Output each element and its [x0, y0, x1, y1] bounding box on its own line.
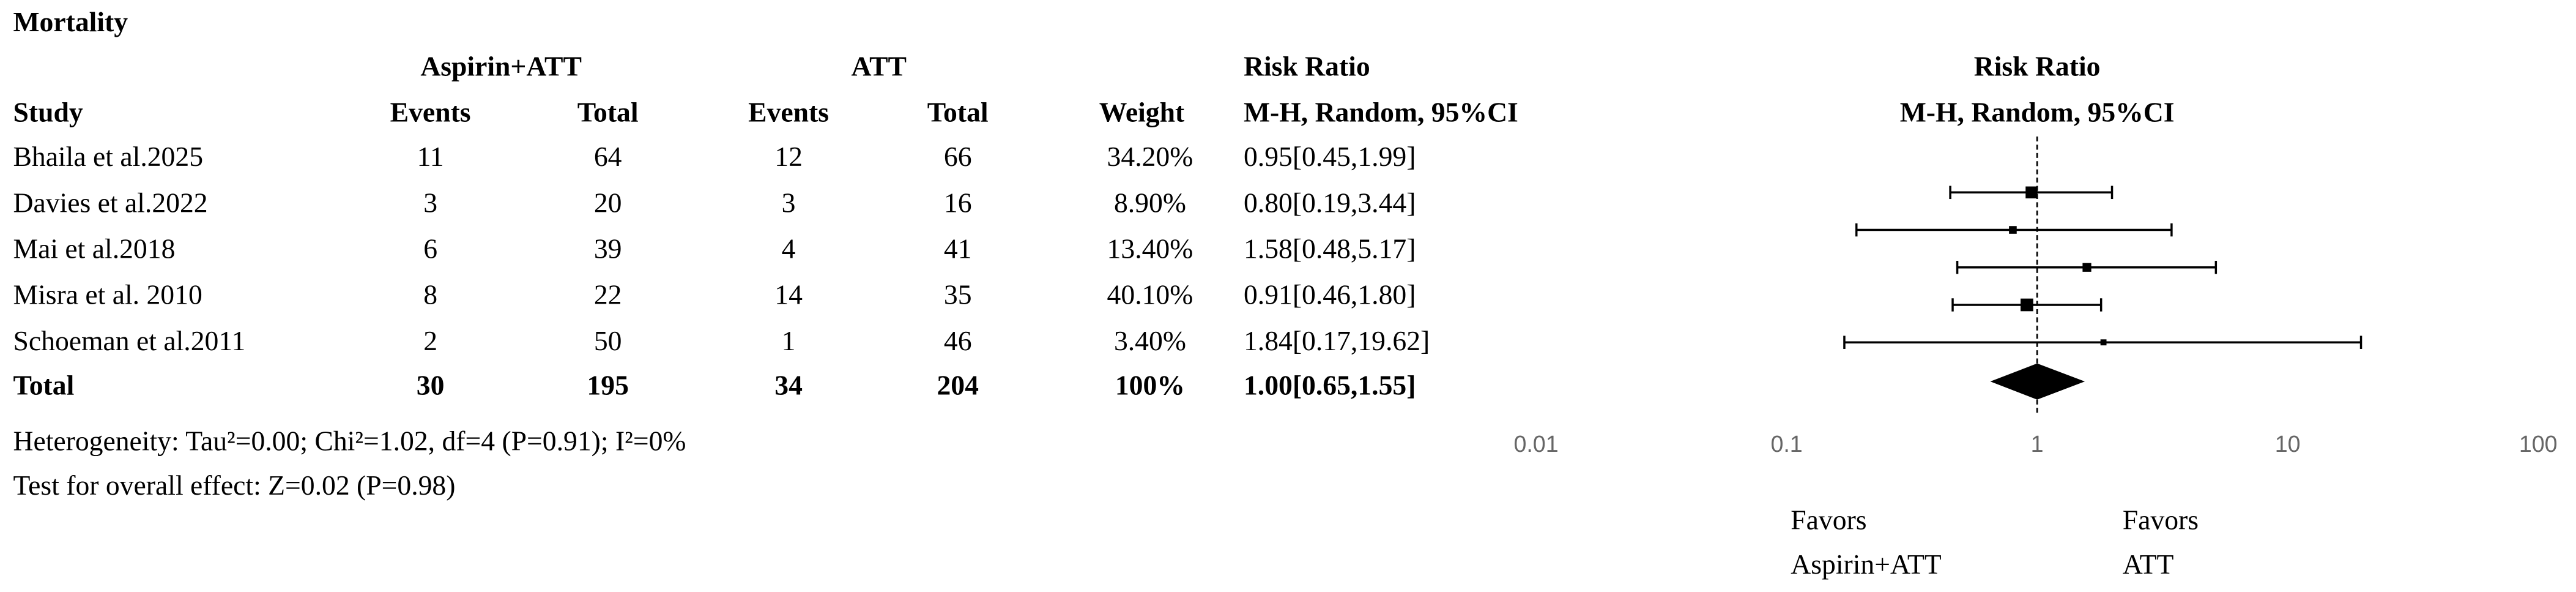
table-cell: 11	[417, 141, 444, 172]
group-header: Risk Ratio	[1974, 50, 2101, 81]
table-cell: Bhaila et al.2025	[13, 141, 203, 172]
summary-diamond	[1990, 363, 2085, 400]
effect-marker	[2082, 263, 2092, 272]
table-cell: 3.40%	[1114, 325, 1186, 356]
table-cell: 34.20%	[1107, 141, 1193, 172]
column-header: M-H, Random, 95%CI	[1900, 97, 2175, 128]
table-cell: 2	[423, 325, 437, 356]
x-tick-label: 100	[2519, 431, 2558, 457]
table-cell: 8.90%	[1114, 187, 1186, 218]
table-cell: 0.80[0.19,3.44]	[1244, 187, 1416, 218]
x-tick-label: 0.1	[1770, 431, 1802, 457]
group-header: ATT	[852, 50, 907, 81]
table-cell: 4	[782, 233, 796, 264]
table-cell: 0.91[0.46,1.80]	[1244, 279, 1416, 310]
column-header: Events	[390, 97, 471, 128]
overall-effect: Test for overall effect: Z=0.02 (P=0.98)	[13, 470, 455, 501]
favors-right: ATT	[2123, 549, 2174, 580]
group-header: Aspirin+ATT	[420, 50, 582, 81]
effect-marker	[2021, 298, 2033, 312]
table-cell: 20	[594, 187, 622, 218]
table-cell: 6	[423, 233, 437, 264]
table-cell: Misra et al. 2010	[13, 279, 202, 310]
table-cell: 1.58[0.48,5.17]	[1244, 233, 1416, 264]
table-cell: 12	[774, 141, 803, 172]
table-cell: Schoeman et al.2011	[13, 325, 245, 356]
favors-right: Favors	[2123, 504, 2199, 536]
table-cell: 195	[587, 369, 628, 400]
table-cell: 35	[944, 279, 972, 310]
table-cell: 204	[937, 369, 978, 400]
table-cell: 46	[944, 325, 972, 356]
x-tick-label: 10	[2275, 431, 2301, 457]
table-cell: 1.00[0.65,1.55]	[1244, 369, 1416, 400]
title: Mortality	[13, 6, 128, 37]
table-cell: 3	[782, 187, 796, 218]
table-cell: 1.84[0.17,19.62]	[1244, 325, 1430, 356]
table-cell: 13.40%	[1107, 233, 1193, 264]
heterogeneity: Heterogeneity: Tau²=0.00; Chi²=1.02, df=…	[13, 425, 686, 457]
column-header: Events	[748, 97, 829, 128]
table-cell: 30	[417, 369, 445, 400]
favors-left: Aspirin+ATT	[1791, 549, 1941, 580]
table-cell: 41	[944, 233, 972, 264]
table-cell: 22	[594, 279, 622, 310]
table-cell: 40.10%	[1107, 279, 1193, 310]
table-cell: Total	[13, 369, 74, 400]
table-cell: 100%	[1115, 369, 1185, 400]
table-cell: 64	[594, 141, 622, 172]
effect-marker	[2100, 339, 2107, 346]
table-cell: 16	[944, 187, 972, 218]
column-header: Total	[577, 97, 639, 128]
table-cell: 3	[423, 187, 437, 218]
table-cell: Davies et al.2022	[13, 187, 207, 218]
table-cell: 1	[782, 325, 796, 356]
x-tick-label: 1	[2031, 431, 2044, 457]
table-cell: 14	[774, 279, 803, 310]
effect-marker	[2009, 226, 2017, 234]
column-header: M-H, Random, 95%CI	[1244, 97, 1518, 128]
table-cell: 39	[594, 233, 622, 264]
table-cell: 8	[423, 279, 437, 310]
group-header: Risk Ratio	[1244, 50, 1370, 81]
column-header: Study	[13, 97, 83, 128]
table-cell: Mai et al.2018	[13, 233, 175, 264]
table-cell: 0.95[0.45,1.99]	[1244, 141, 1416, 172]
x-tick-label: 0.01	[1513, 431, 1558, 457]
column-header: Weight	[1099, 97, 1184, 128]
effect-marker	[2025, 186, 2038, 199]
table-cell: 50	[594, 325, 622, 356]
table-cell: 34	[774, 369, 803, 400]
favors-left: Favors	[1791, 504, 1866, 536]
column-header: Total	[927, 97, 989, 128]
table-cell: 66	[944, 141, 972, 172]
